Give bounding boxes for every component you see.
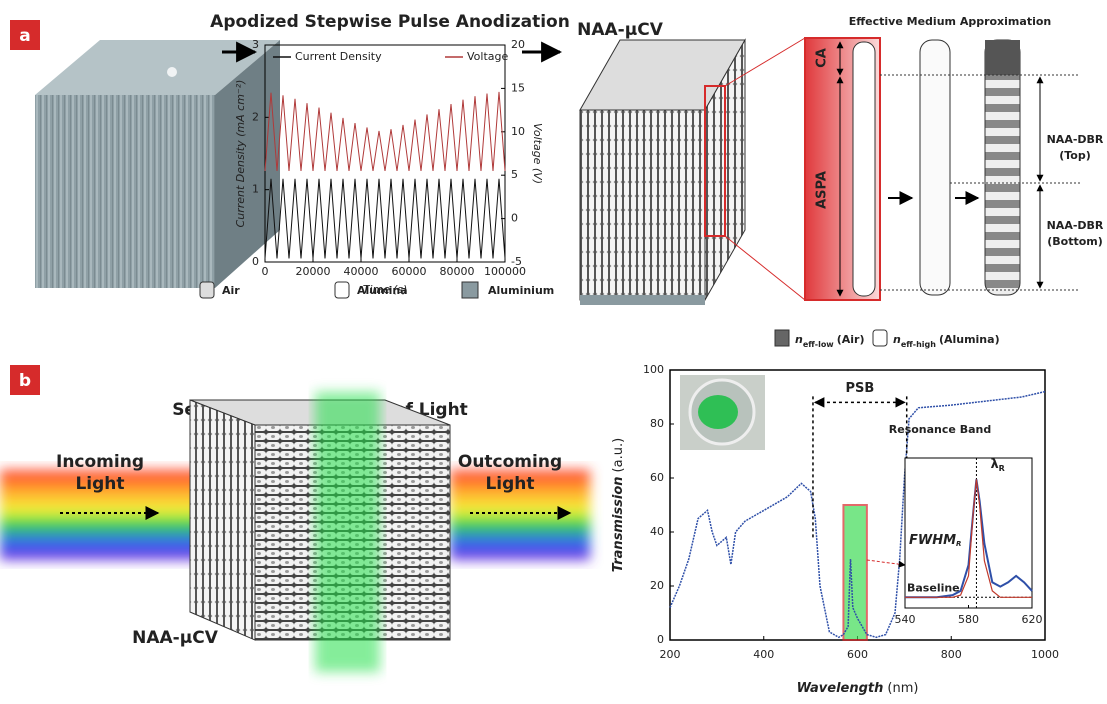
plot-frame: [265, 45, 505, 262]
y-axis-label: Current Density (mA cm⁻²): [234, 80, 247, 228]
text-part: (nm): [887, 681, 918, 696]
y2-tick-label: 20: [511, 38, 525, 51]
y-tick-label: 80: [650, 417, 664, 430]
text-part: (s): [393, 283, 407, 296]
psb-label: PSB: [845, 381, 874, 396]
stage-title: NAA-μCV: [577, 20, 664, 40]
text-part: Wavelength: [797, 681, 884, 696]
y2-tick-label: 0: [511, 212, 518, 225]
y2-tick-label: 15: [511, 81, 525, 94]
y2-axis-label: Voltage (V): [531, 123, 544, 184]
rod: [920, 40, 950, 295]
y-axis-label: Transmission (a.u.): [611, 438, 626, 572]
text-part: R: [956, 540, 961, 548]
rod-top: [985, 40, 1020, 75]
x-tick-label: 200: [660, 648, 681, 661]
x-axis-label: Time(s): [363, 283, 408, 296]
legend-label: Aluminium: [488, 284, 554, 297]
photonic-crystal: [190, 392, 450, 672]
y-tick-label: 20: [650, 579, 664, 592]
y-tick-label: 40: [650, 525, 664, 538]
text-part: R: [999, 464, 1005, 473]
inset-x-tick-label: 540: [895, 613, 916, 626]
ema-title: Effective Medium Approximation: [849, 15, 1051, 28]
series-line: [265, 179, 505, 259]
aspa-label: ASPA: [815, 171, 830, 209]
inset-title: Resonance Band: [889, 423, 991, 436]
y-tick-label: 0: [252, 255, 259, 268]
x-tick-label: 400: [753, 648, 774, 661]
x-tick-label: 60000: [392, 265, 427, 278]
x-tick-label: 20000: [296, 265, 331, 278]
x-tick-label: 40000: [344, 265, 379, 278]
chart-title: Apodized Stepwise Pulse Anodization: [210, 12, 570, 32]
baseline-label: Baseline: [907, 581, 960, 594]
text-part: Time: [363, 283, 390, 296]
n-high: neff-high(Alumina): [893, 333, 1000, 349]
x-tick-label: 0: [262, 265, 269, 278]
y-tick-label: 0: [657, 633, 664, 646]
panel-letter: b: [19, 371, 31, 391]
inset-x-tick-label: 620: [1022, 613, 1043, 626]
panel-letter: a: [19, 26, 30, 46]
series-line: [265, 92, 505, 171]
dbr-bottom: NAA-DBR(Bottom): [1047, 219, 1104, 248]
x-axis-label: Wavelength(nm): [797, 681, 919, 696]
pore: [853, 42, 875, 296]
y2-tick-label: 5: [511, 168, 518, 181]
y-tick-label: 2: [252, 110, 259, 123]
text-part: (a.u.): [611, 438, 626, 473]
dbr-top: NAA-DBR(Top): [1047, 133, 1104, 162]
rod: [985, 40, 1020, 295]
y-tick-label: 1: [252, 183, 259, 196]
y-tick-label: 100: [643, 363, 664, 376]
fwhm-label: FWHMR: [909, 533, 961, 549]
legend-label: Voltage: [467, 50, 508, 63]
porous-block: [580, 38, 805, 305]
figure: a NAA-μCV CA ASPA Effective Medium Appro…: [0, 0, 1107, 704]
guide-lines: [880, 75, 1080, 290]
inset-x-tick-label: 580: [958, 613, 979, 626]
legend-label: Air: [222, 284, 240, 297]
y-tick-label: 3: [252, 38, 259, 51]
ca-label: CA: [815, 48, 830, 68]
x-tick-label: 80000: [440, 265, 475, 278]
text-part: λ: [990, 457, 998, 472]
n-low: neff-low(Air): [795, 333, 864, 349]
y-tick-label: 60: [650, 471, 664, 484]
y2-tick-label: -5: [511, 255, 522, 268]
text-part: Transmission: [611, 476, 626, 572]
y2-tick-label: 10: [511, 125, 525, 138]
highlight: [843, 505, 866, 640]
sample-photo: [680, 375, 765, 450]
legend-label: Current Density: [295, 50, 382, 63]
x-tick-label: 800: [941, 648, 962, 661]
sample-label: NAA-μCV: [132, 628, 219, 648]
x-tick-label: 1000: [1031, 648, 1059, 661]
text-part: FWHM: [909, 533, 956, 548]
x-tick-label: 600: [847, 648, 868, 661]
